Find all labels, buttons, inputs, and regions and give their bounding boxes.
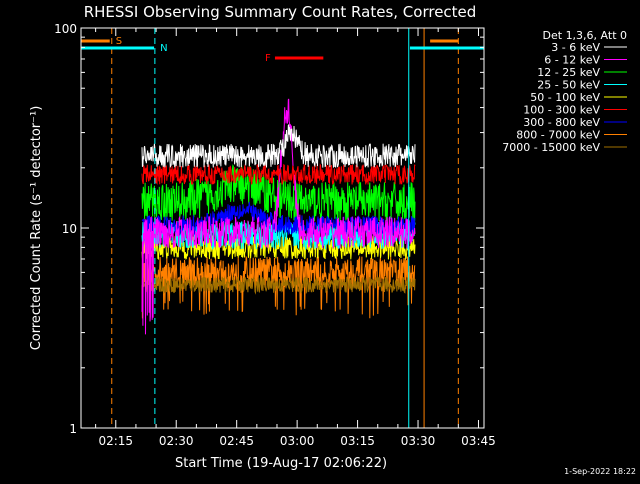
legend-label: 6 - 12 keV <box>544 54 600 67</box>
footer-timestamp: 1-Sep-2022 18:22 <box>564 467 636 476</box>
series-line-4 <box>141 235 416 261</box>
legend-label: 12 - 25 keV <box>537 66 600 79</box>
legend-label: 100 - 300 keV <box>523 104 600 117</box>
x-tick-label: 02:45 <box>219 434 254 448</box>
annotation-layer: S N F <box>81 28 484 428</box>
annotation-label-night: N <box>160 43 167 54</box>
x-tick-label: 03:00 <box>280 434 315 448</box>
legend-label: 25 - 50 keV <box>537 79 600 92</box>
series-line-0 <box>141 123 416 168</box>
y-tick-label: 1 <box>69 422 77 436</box>
y-tick-label: 100 <box>54 22 77 36</box>
chart-title: RHESSI Observing Summary Count Rates, Co… <box>84 3 477 21</box>
x-tick-label: 02:15 <box>98 434 133 448</box>
x-tick-label: 03:30 <box>401 434 436 448</box>
axis-layer: 02:15 02:30 02:45 03:00 03:15 03:30 03:45 1 10 10… <box>54 22 496 448</box>
legend-label: 800 - 7000 keV <box>516 129 600 142</box>
legend-header: Det 1,3,6, Att 0 <box>543 29 627 42</box>
legend-label: 7000 - 15000 keV <box>502 141 600 154</box>
x-tick-label: 03:15 <box>340 434 375 448</box>
y-axis-label: Corrected Count Rate (s⁻¹ detector⁻¹) <box>29 106 44 351</box>
x-tick-label: 02:30 <box>159 434 194 448</box>
legend-label: 3 - 6 keV <box>551 41 600 54</box>
series-line-5 <box>141 163 416 185</box>
x-axis-label: Start Time (19-Aug-17 02:06:22) <box>175 456 387 471</box>
series-line-8 <box>141 276 416 295</box>
y-tick-label: 10 <box>62 222 77 236</box>
legend-label: 50 - 100 keV <box>530 91 600 104</box>
annotation-label-saa: S <box>116 36 122 47</box>
series-layer <box>141 98 416 335</box>
x-tick-label: 03:45 <box>461 434 496 448</box>
legend-label: 300 - 800 keV <box>523 116 600 129</box>
series-line-1 <box>141 98 416 335</box>
annotation-label-flare: F <box>265 53 271 64</box>
